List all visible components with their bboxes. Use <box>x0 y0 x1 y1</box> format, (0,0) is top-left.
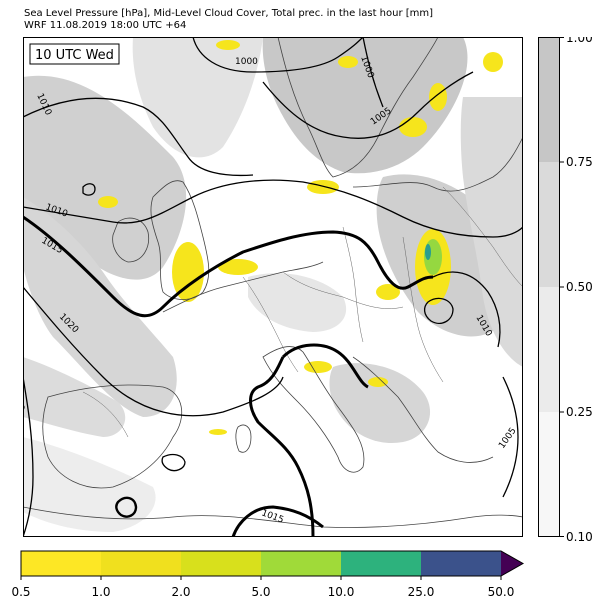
coast-british-isles <box>150 180 210 300</box>
isobar-1005 <box>262 71 474 139</box>
precipitation-field <box>98 40 503 435</box>
precipbar-label-1: 0.5 <box>11 585 30 599</box>
precip-cell-scandinavia-1 <box>216 40 240 50</box>
precip-cell-baltic-3 <box>483 52 503 72</box>
cloudbar-label-1: 1.00 <box>566 37 593 45</box>
cloud-area-north-sea <box>132 37 263 158</box>
precipbar-seg-3 <box>181 551 261 576</box>
coast-ireland <box>112 217 150 263</box>
border-3 <box>342 226 364 343</box>
coast-scandinavia <box>277 37 439 178</box>
isobar-label-1000-north: 1000 <box>235 57 258 67</box>
isobar-1015-italy <box>249 356 315 537</box>
precipbar-ticks <box>20 576 502 580</box>
isobar-1020 <box>23 286 284 417</box>
isobar-small-loop-3 <box>115 496 138 518</box>
cloud-area-med <box>23 437 156 532</box>
isobars <box>23 37 523 537</box>
precipitation-colorbar: 0.5 1.0 2.0 5.0 10.0 25.0 50.0 <box>11 550 525 599</box>
coast-italy <box>262 346 365 473</box>
map-title: Sea Level Pressure [hPa], Mid-Level Clou… <box>24 8 434 19</box>
isobar-1015 <box>23 215 434 318</box>
cloud-area-east-light <box>460 97 523 367</box>
cloudbar-seg-3 <box>538 287 560 412</box>
precip-cell-germany <box>376 284 400 300</box>
coast-iberia <box>42 384 182 489</box>
border-2 <box>282 271 404 309</box>
isobar-east-1010 <box>432 271 501 348</box>
precip-cell-baltic-1 <box>399 117 427 137</box>
isobar-1015-south <box>231 505 324 537</box>
precip-cell-italy <box>304 361 332 373</box>
border-6 <box>82 391 129 438</box>
coast-balkans <box>352 356 494 463</box>
precipbar-seg-5 <box>341 551 421 576</box>
cloudbar-seg-2 <box>538 162 560 287</box>
isobar-1010-north <box>23 97 254 177</box>
precipbar-label-4: 5.0 <box>251 585 270 599</box>
precip-cell-tyrrhenian <box>209 429 227 435</box>
cloudbar-label-4: 0.25 <box>566 405 593 419</box>
valid-time-box <box>29 43 120 65</box>
border-5 <box>442 186 523 288</box>
border-4 <box>402 236 444 383</box>
precipbar-extend-arrow <box>501 551 523 576</box>
weather-map: 1000 1000 1005 1010 1010 1015 1020 1025 … <box>23 37 523 537</box>
cloud-cover-colorbar: 1.00 0.75 0.50 0.25 0.10 <box>538 37 593 544</box>
coastlines <box>23 37 523 528</box>
precipbar-label-3: 2.0 <box>171 585 190 599</box>
cloudbar-label-2: 0.75 <box>566 155 593 169</box>
cloud-area-west <box>23 197 177 417</box>
map-frame <box>23 37 523 537</box>
precipbar-frame <box>20 550 525 577</box>
cloudbar-seg-1 <box>538 37 560 162</box>
cloudbar-frame <box>538 37 560 537</box>
precip-cell-denmark <box>307 180 339 194</box>
precipbar-label-6: 25.0 <box>408 585 435 599</box>
coast-north-africa <box>23 506 523 528</box>
coast-baltic <box>352 136 523 192</box>
precip-cell-scotland <box>98 196 118 208</box>
run-info: WRF 11.08.2019 18:00 UTC +64 <box>24 20 187 31</box>
precipbar-label-7: 50.0 <box>488 585 515 599</box>
isobar-1000-north <box>192 37 364 73</box>
cloudbar-label-5: 0.10 <box>566 530 593 544</box>
precip-cell-baltic-2 <box>429 83 447 111</box>
precipbar-tick-labels: 0.5 1.0 2.0 5.0 10.0 25.0 50.0 <box>11 585 514 599</box>
isobar-small-loop-2 <box>423 297 454 324</box>
cloud-area-alps <box>248 273 347 332</box>
cloudbar-ticks <box>560 37 564 537</box>
precipbar-seg-1 <box>21 551 101 576</box>
cloudbar-seg-4 <box>538 412 560 537</box>
valid-time-label: 10 UTC Wed <box>35 48 114 63</box>
cloud-area-balkans <box>329 363 431 443</box>
isobar-1010-west <box>23 179 523 238</box>
country-borders <box>82 186 523 438</box>
precip-cell-channel <box>218 259 258 275</box>
isobar-label-1025: 1025 <box>23 403 28 427</box>
precip-cell-scandinavia-2 <box>338 56 358 68</box>
isobar-small-loop-4 <box>161 453 186 472</box>
isobar-east-1005 <box>502 376 519 498</box>
coast-sardinia <box>235 424 252 453</box>
precipbar-seg-6 <box>421 551 501 576</box>
cloudbar-label-3: 0.50 <box>566 280 593 294</box>
precip-cell-poland-max <box>425 244 431 260</box>
cloud-area-iberia <box>23 357 126 437</box>
isobar-1025 <box>23 376 34 537</box>
isobar-small-loop-1 <box>82 183 96 196</box>
precipbar-seg-4 <box>261 551 341 576</box>
isobar-1015-adriatic <box>281 343 369 389</box>
precipbar-seg-2 <box>101 551 181 576</box>
precipbar-label-5: 10.0 <box>328 585 355 599</box>
precip-cell-adriatic <box>368 377 388 387</box>
border-1 <box>242 276 299 373</box>
precip-cell-england <box>172 242 204 302</box>
isobar-1000-nordic <box>362 37 384 108</box>
coast-france <box>162 261 324 313</box>
cloudbar-tick-labels: 1.00 0.75 0.50 0.25 0.10 <box>566 37 593 544</box>
precipbar-label-2: 1.0 <box>91 585 110 599</box>
